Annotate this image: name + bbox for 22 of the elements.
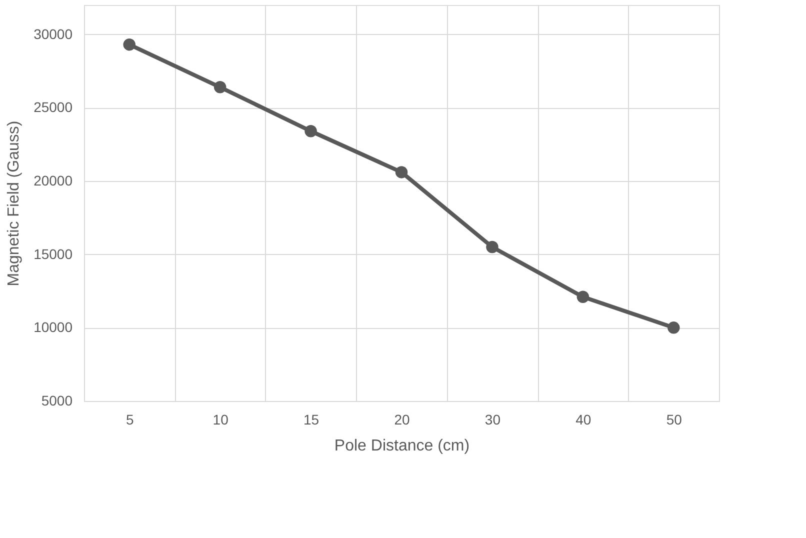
x-tick-label: 10 <box>212 412 229 428</box>
y-tick-label: 25000 <box>34 99 73 116</box>
x-tick-label: 30 <box>484 412 501 428</box>
x-axis-title: Pole Distance (cm) <box>334 438 470 454</box>
point <box>486 240 498 254</box>
y-tick-label: 30000 <box>34 26 73 42</box>
x-tick-label: 50 <box>666 412 682 428</box>
y-axis-title: Magnetic Field (Gauss) <box>6 120 23 286</box>
x-tick-label: 15 <box>303 412 320 428</box>
point <box>214 81 226 94</box>
x-tick-label: 20 <box>394 412 410 428</box>
y-tick-label: 20000 <box>34 172 73 188</box>
point <box>395 166 408 178</box>
y-tick-label: 5000 <box>41 392 73 408</box>
x-tick-label: 5 <box>126 412 134 428</box>
point <box>576 290 590 303</box>
point <box>668 322 680 334</box>
x-tick-label: 40 <box>576 412 592 428</box>
y-tick-label: 10000 <box>34 319 73 336</box>
point <box>123 38 136 51</box>
point <box>304 125 317 138</box>
y-tick-label: 15000 <box>34 246 73 262</box>
